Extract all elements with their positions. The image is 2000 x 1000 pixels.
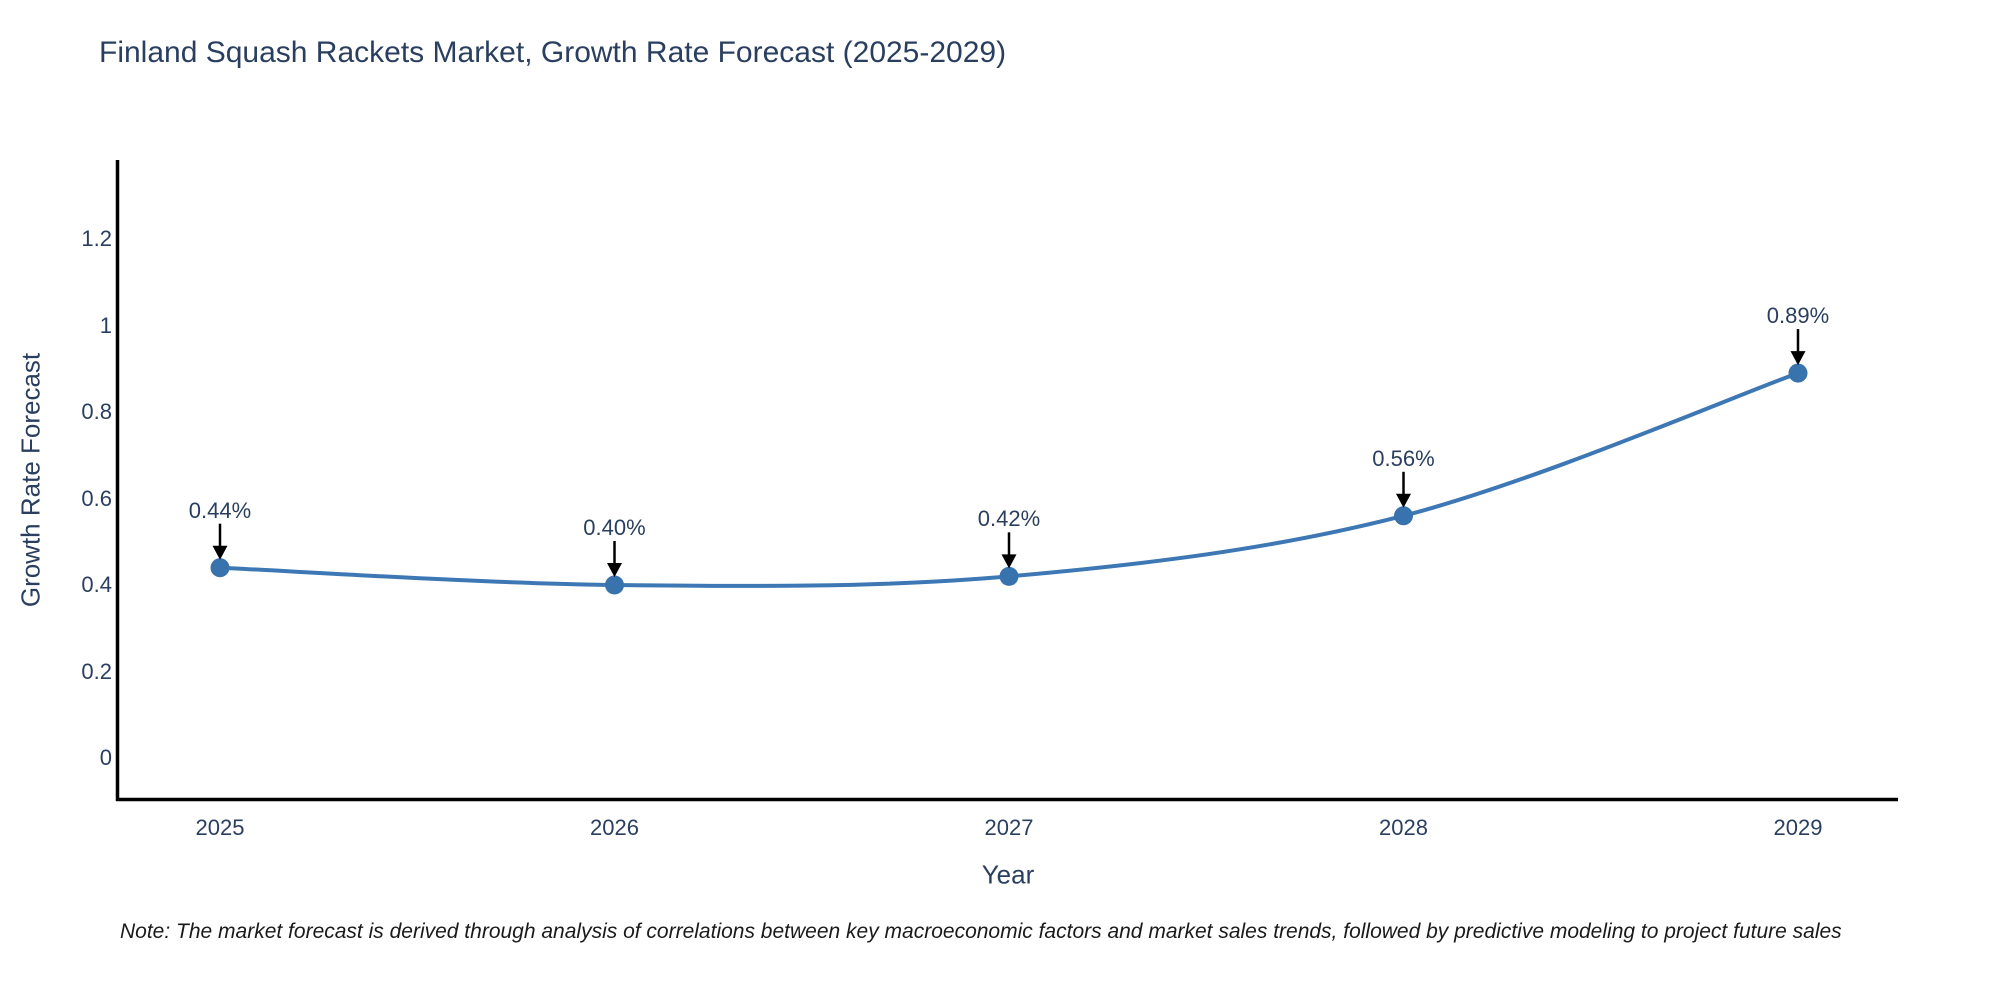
y-tick-label: 0.6: [81, 485, 112, 511]
y-tick-label: 1.2: [81, 226, 112, 251]
annotation-arrowhead: [607, 563, 622, 577]
data-point-marker: [1788, 363, 1808, 383]
annotation-label: 0.44%: [188, 497, 252, 523]
annotation-arrowhead: [212, 545, 228, 560]
data-point-marker: [1394, 506, 1413, 526]
annotation-label: 0.42%: [977, 506, 1041, 532]
annotation-arrowhead: [1790, 351, 1806, 366]
y-tick-label: 0.8: [81, 399, 112, 424]
annotation-label: 0.40%: [583, 515, 646, 540]
y-tick-label: 1: [99, 312, 112, 338]
x-tick-label: 2029: [1773, 815, 1823, 840]
data-point-marker: [999, 566, 1019, 586]
annotation-label: 0.89%: [1766, 303, 1830, 329]
x-tick-label: 2026: [590, 815, 639, 840]
data-point-marker: [210, 558, 230, 578]
x-tick-label: 2028: [1379, 815, 1428, 840]
y-tick-label: 0.4: [81, 572, 112, 597]
x-axis-title: Year: [981, 859, 1035, 890]
x-tick-label: 2025: [195, 815, 245, 840]
annotation-label: 0.56%: [1372, 445, 1435, 471]
annotation-arrowhead: [1396, 493, 1411, 508]
data-point-marker: [605, 575, 624, 595]
y-tick-label: 0: [99, 745, 112, 770]
y-tick-label: 0.2: [81, 658, 112, 684]
annotation-arrowhead: [1001, 554, 1017, 569]
x-tick-label: 2027: [984, 815, 1034, 840]
chart-title: Finland Squash Rackets Market, Growth Ra…: [99, 36, 1007, 69]
footnote: Note: The market forecast is derived thr…: [120, 920, 1842, 943]
